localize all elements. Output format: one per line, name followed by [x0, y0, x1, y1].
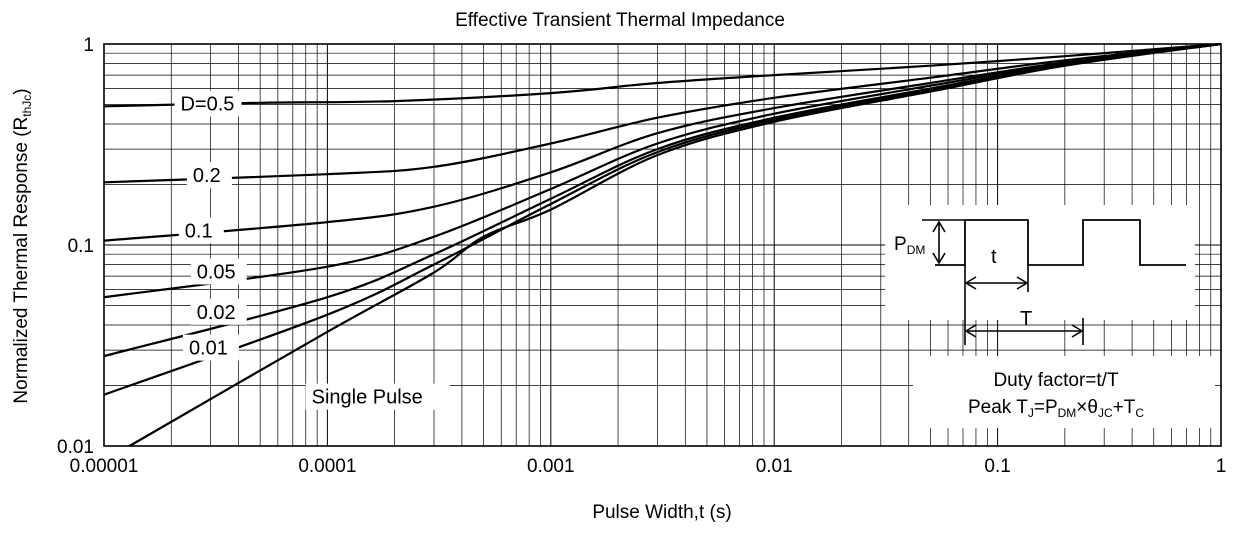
y-tick-label: 1 [83, 35, 94, 56]
peak-formula-part: ×θ [1076, 397, 1098, 418]
x-tick-label: 1 [1216, 456, 1227, 477]
x-tick-labels: 0.00001 0.0001 0.001 0.01 0.1 1 [70, 456, 1227, 477]
x-tick-label: 0.00001 [70, 456, 139, 477]
inset-background [885, 205, 1195, 320]
T-arrow-head-left [964, 324, 977, 338]
curve-0-2 [103, 42, 1222, 184]
formula-background [913, 356, 1215, 428]
chart-title: Effective Transient Thermal Impedance [455, 10, 785, 31]
curve-label: 0.2 [193, 165, 221, 187]
y-tick-label: 0.1 [68, 236, 94, 257]
curve-label-background [305, 383, 450, 410]
peak-formula-part: +T [1113, 397, 1136, 418]
plot-frame [103, 43, 1222, 447]
curve-label-background [186, 162, 232, 189]
y-axis-label: Normalized Thermal Response (RthJc) [11, 88, 34, 403]
t-arrow-head-left [964, 276, 977, 290]
pdm-label-sub: DM [907, 243, 926, 257]
t-arrow-head-right [1016, 276, 1029, 290]
y-tick-label: 0.01 [57, 437, 94, 458]
curves [103, 42, 1222, 447]
curve-label: Single Pulse [312, 387, 423, 409]
curve-label: 0.02 [197, 302, 236, 324]
peak-formula-text: Peak TJ=PDM×θJC+TC [968, 397, 1144, 420]
curve-label: 0.01 [189, 338, 228, 360]
curve-single-pulse [128, 42, 1222, 447]
curve-label: 0.1 [185, 220, 213, 242]
x-tick-label: 0.01 [756, 456, 793, 477]
y-axis-label-main: Normalized Thermal Response (R [11, 117, 32, 404]
curve-label-background [190, 298, 247, 325]
curve-d-0-5 [103, 42, 1222, 108]
peak-formula-sub: DM [1058, 406, 1077, 420]
pulse-waveform [935, 219, 1186, 266]
curve-label-background [190, 258, 247, 285]
pdm-label-main: P [894, 234, 907, 255]
pdm-label: PDM [894, 234, 925, 257]
curve-0-1 [103, 42, 1222, 242]
x-axis-label: Pulse Width,t (s) [592, 502, 731, 523]
T-arrow-head-right [1071, 324, 1084, 338]
curve-labels: D=0.5 0.2 0.1 0.05 0.02 0.01 Single Pulse [174, 90, 450, 410]
curve-0-05 [103, 42, 1222, 299]
curve-label-background [174, 90, 242, 117]
t-label: t [991, 246, 997, 268]
peak-formula-sub: JC [1098, 406, 1113, 420]
peak-formula-part: Peak T [968, 397, 1028, 418]
y-axis-label-close: ) [11, 88, 32, 94]
y-axis-label-sub: thJc [20, 95, 34, 117]
curve-label-background [182, 334, 239, 361]
pdm-arrow-head-down [932, 252, 946, 265]
curve-label: 0.05 [197, 261, 236, 283]
y-tick-labels: 0.01 0.1 1 [57, 35, 94, 458]
x-tick-label: 0.0001 [298, 456, 356, 477]
curve-label-background [178, 217, 224, 244]
T-label: T [1020, 308, 1032, 330]
x-tick-label: 0.001 [527, 456, 575, 477]
curve-0-01 [103, 42, 1222, 396]
pdm-arrow-head-up [932, 220, 946, 233]
peak-formula-sub: C [1135, 406, 1144, 420]
duty-factor-text: Duty factor=t/T [993, 370, 1119, 391]
x-tick-label: 0.1 [984, 456, 1010, 477]
curve-label: D=0.5 [180, 94, 234, 116]
peak-formula-sub: J [1028, 406, 1034, 420]
peak-formula-part: =P [1034, 397, 1058, 418]
